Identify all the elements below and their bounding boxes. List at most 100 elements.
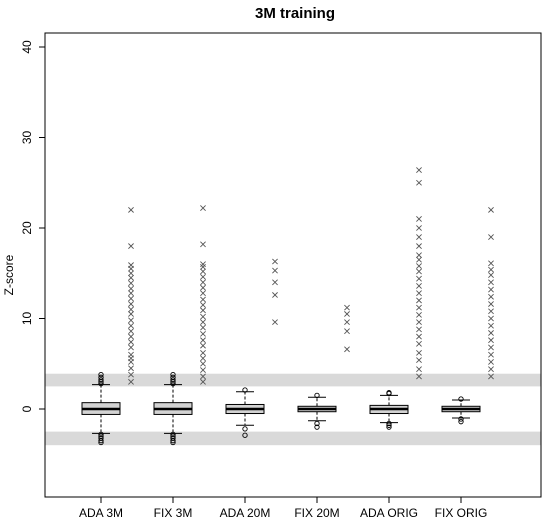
outlier-circle xyxy=(314,420,320,427)
outlier-x-mark xyxy=(272,279,278,286)
outlier-x-mark xyxy=(416,326,422,333)
outlier-circle xyxy=(458,416,464,422)
outlier-x-mark xyxy=(200,378,206,385)
outlier-circle xyxy=(242,432,248,438)
box-2 xyxy=(153,205,206,446)
outlier-x-mark xyxy=(200,273,206,280)
outlier-x-mark xyxy=(272,319,278,326)
outlier-x-mark xyxy=(128,365,134,372)
outlier-circle xyxy=(386,422,392,428)
x-tick-label: FIX ORIG xyxy=(435,506,488,520)
outlier-circle xyxy=(98,431,104,437)
outlier-x-mark xyxy=(416,234,422,240)
outlier-x-mark xyxy=(128,351,134,358)
outlier-x-mark xyxy=(416,333,422,340)
outlier-x-mark xyxy=(200,360,206,367)
outlier-x-mark xyxy=(488,286,494,293)
outlier-x-mark xyxy=(416,340,422,347)
outlier-x-mark xyxy=(344,328,350,335)
outlier-x-mark xyxy=(200,355,206,362)
outlier-x-mark xyxy=(488,366,494,373)
outlier-x-mark xyxy=(488,359,494,365)
y-tick-label: 10 xyxy=(20,312,34,326)
outlier-x-mark xyxy=(200,205,206,212)
outlier-x-mark xyxy=(488,373,494,380)
x-tick-label: ADA 20M xyxy=(220,506,271,520)
box-1 xyxy=(81,206,134,446)
outlier-x-mark xyxy=(128,371,134,378)
outlier-x-mark xyxy=(416,268,422,275)
outlier-circle xyxy=(98,439,104,446)
outlier-x-mark xyxy=(200,268,206,275)
outlier-x-mark xyxy=(416,167,422,173)
outlier-x-mark xyxy=(128,322,134,329)
outlier-x-mark xyxy=(416,297,422,304)
outlier-circle xyxy=(386,424,392,430)
outlier-x-mark xyxy=(416,283,422,289)
outlier-x-mark xyxy=(200,349,206,356)
threshold-band xyxy=(45,373,541,387)
outlier-x-mark xyxy=(488,260,494,267)
outlier-x-mark xyxy=(200,284,206,291)
box-6 xyxy=(441,206,494,425)
outlier-circle xyxy=(242,387,248,393)
outlier-x-mark xyxy=(416,349,422,356)
threshold-bands xyxy=(45,373,541,446)
outlier-x-mark xyxy=(488,272,494,278)
plot-frame xyxy=(44,32,542,498)
x-tick-label: FIX 20M xyxy=(294,506,339,520)
outlier-x-mark xyxy=(128,317,134,324)
outlier-circle xyxy=(314,392,320,399)
y-tick-label: 0 xyxy=(20,405,34,412)
outlier-x-mark xyxy=(272,292,278,298)
outlier-x-mark xyxy=(416,319,422,326)
outlier-x-mark xyxy=(272,258,278,265)
outlier-x-mark xyxy=(128,280,134,287)
outlier-x-mark xyxy=(128,301,134,307)
outlier-x-mark xyxy=(128,243,134,250)
outlier-circle xyxy=(458,419,464,425)
outlier-circle xyxy=(98,381,104,387)
outlier-x-mark xyxy=(128,339,134,345)
outlier-circle xyxy=(314,424,320,430)
outlier-x-mark xyxy=(200,290,206,297)
outlier-x-mark xyxy=(416,373,422,380)
outlier-x-mark xyxy=(488,279,494,286)
outlier-circle xyxy=(170,377,176,383)
outlier-x-mark xyxy=(128,270,134,277)
outlier-circle xyxy=(170,381,176,387)
outlier-x-mark xyxy=(416,366,422,373)
outlier-x-mark xyxy=(488,301,494,307)
outlier-x-mark xyxy=(488,293,494,300)
outlier-circle xyxy=(386,420,392,427)
outlier-x-mark xyxy=(488,351,494,358)
outlier-x-mark xyxy=(416,275,422,282)
outlier-circle xyxy=(98,438,104,444)
outlier-x-mark xyxy=(200,261,206,268)
outlier-circle xyxy=(170,439,176,446)
outlier-circle xyxy=(458,396,464,402)
outlier-circle xyxy=(98,377,104,383)
outlier-x-mark xyxy=(416,263,422,269)
outlier-x-mark xyxy=(200,313,206,320)
outlier-x-mark xyxy=(128,306,134,313)
outlier-circle xyxy=(170,438,176,444)
outlier-x-mark xyxy=(200,330,206,337)
outlier-x-mark xyxy=(128,290,134,297)
outlier-x-mark xyxy=(416,304,422,311)
outlier-x-mark xyxy=(200,307,206,314)
outlier-x-mark xyxy=(200,302,206,308)
outlier-x-mark xyxy=(488,330,494,336)
outlier-x-mark xyxy=(128,378,134,385)
x-tick-label: ADA 3M xyxy=(79,506,123,520)
outlier-x-mark xyxy=(416,290,422,297)
outlier-x-mark xyxy=(200,296,206,303)
outlier-circle xyxy=(386,390,392,396)
outlier-x-mark xyxy=(200,324,206,331)
y-tick-label: 40 xyxy=(20,40,34,54)
outlier-x-mark xyxy=(416,252,422,259)
outlier-x-mark xyxy=(128,262,134,269)
outlier-circle xyxy=(98,371,104,378)
y-axis: 0 10 20 30 40 xyxy=(20,40,45,412)
box-5 xyxy=(369,167,422,430)
